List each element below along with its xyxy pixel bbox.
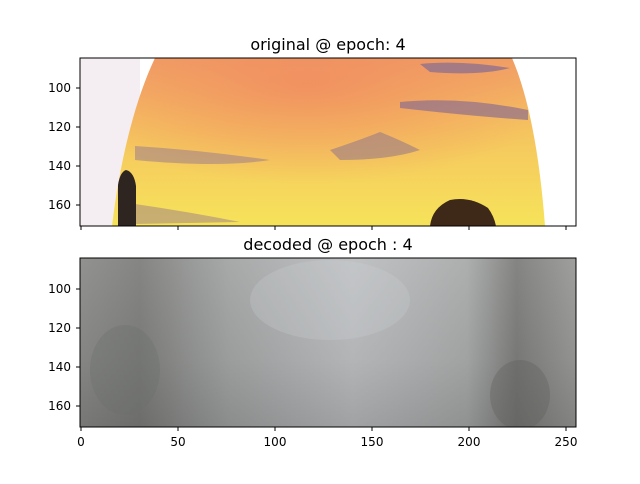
top-ytick-label: 120 — [48, 120, 71, 134]
top-ytick-label: 100 — [48, 81, 71, 95]
top-x-axis — [81, 226, 566, 230]
top-ytick-label: 160 — [48, 198, 71, 212]
top-panel-title: original @ epoch: 4 — [250, 35, 405, 54]
bottom-panel-title: decoded @ epoch : 4 — [243, 235, 412, 254]
bottom-xtick-label: 250 — [555, 435, 578, 449]
bottom-ytick-label: 160 — [48, 399, 71, 413]
bottom-xtick-label: 0 — [77, 435, 85, 449]
bottom-image — [80, 258, 576, 430]
bottom-xtick-label: 100 — [264, 435, 287, 449]
top-image — [80, 58, 576, 226]
bottom-x-axis: 0 50 100 150 200 250 — [77, 427, 577, 449]
bottom-xtick-label: 150 — [361, 435, 384, 449]
bottom-ytick-label: 140 — [48, 360, 71, 374]
bottom-ytick-label: 100 — [48, 282, 71, 296]
bottom-xtick-label: 50 — [170, 435, 185, 449]
bottom-xtick-label: 200 — [458, 435, 481, 449]
bottom-ytick-label: 120 — [48, 321, 71, 335]
top-ytick-label: 140 — [48, 159, 71, 173]
top-y-axis: 100 120 140 160 — [48, 81, 80, 212]
bottom-y-axis: 100 120 140 160 — [48, 282, 80, 413]
